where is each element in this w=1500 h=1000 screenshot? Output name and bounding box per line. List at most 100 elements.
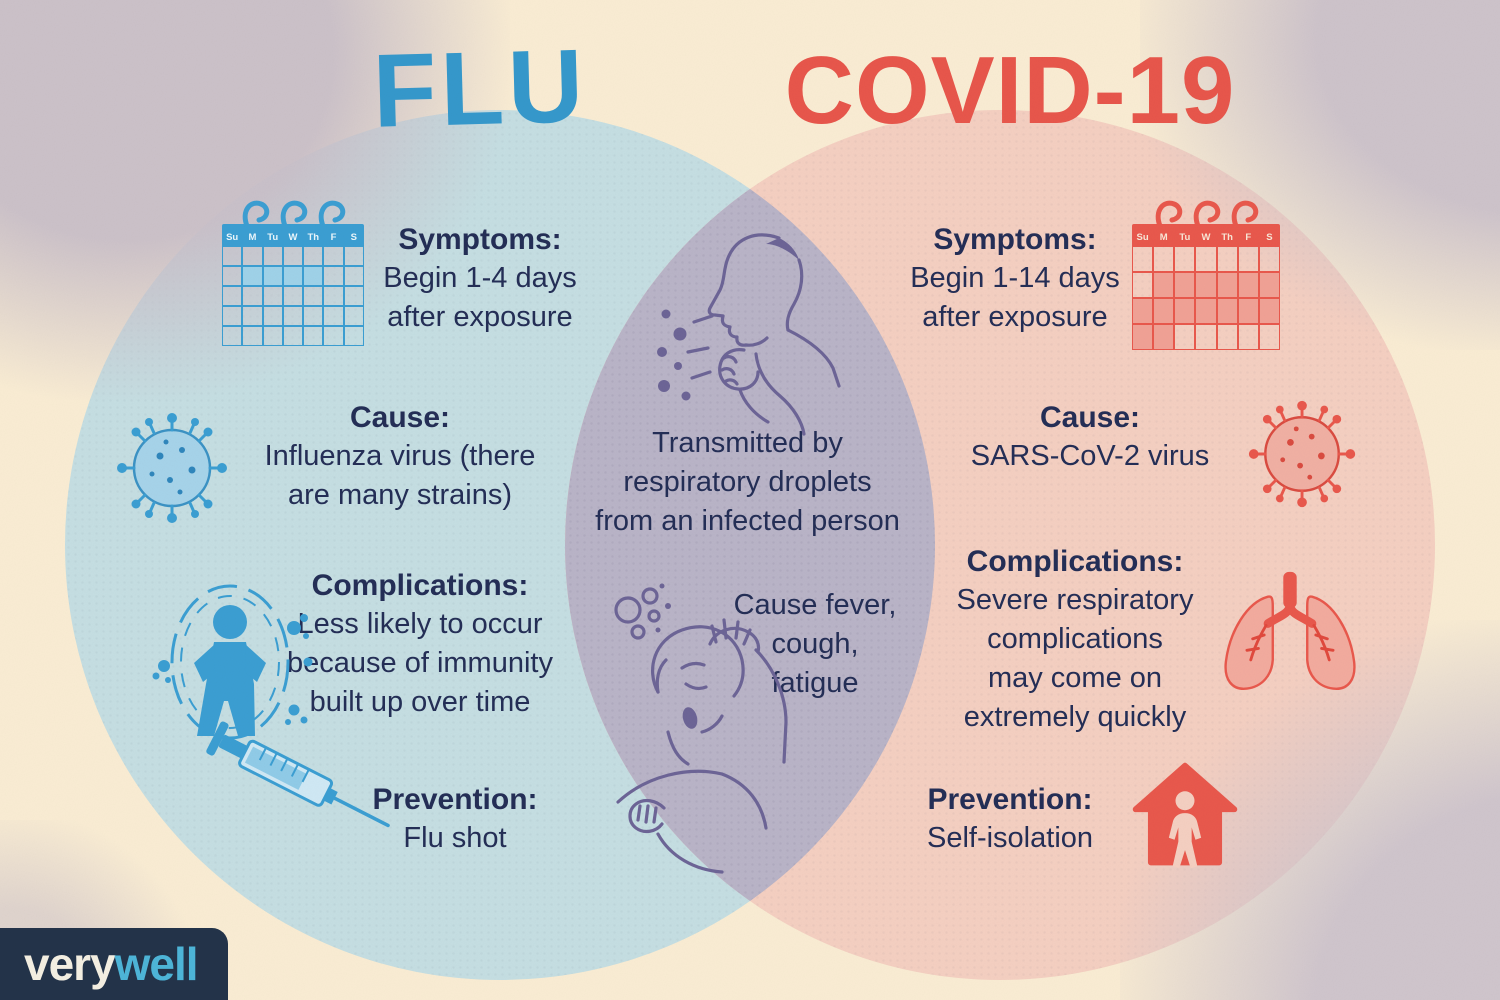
calendar-day [262, 326, 283, 346]
calendar-day [262, 306, 283, 326]
calendar-day [343, 286, 364, 306]
covid-complications-label: Complications: [966, 545, 1184, 578]
calendar-day [343, 326, 364, 346]
calendar-day [242, 306, 263, 326]
calendar-day-highlighted [1153, 272, 1175, 298]
calendar-day-highlighted [242, 266, 263, 286]
calendar-day [1174, 324, 1196, 350]
calendar-day-highlighted [262, 266, 283, 286]
calendar-day-highlighted [1258, 272, 1280, 298]
flu-symptoms-label: Symptoms: [398, 223, 562, 256]
calendar-day [262, 286, 283, 306]
calendar-day-highlighted [303, 266, 324, 286]
calendar-day-highlighted [1195, 298, 1217, 324]
calendar-day [1216, 324, 1238, 350]
calendar-day [222, 326, 243, 346]
calendar-day-label: Tu [1179, 232, 1191, 243]
covid-cause-label: Cause: [1039, 401, 1141, 434]
calendar-day [303, 246, 324, 266]
calendar-day [222, 306, 243, 326]
calendar-day [343, 246, 364, 266]
calendar-day-highlighted [1216, 298, 1238, 324]
flu-cause-block: Cause: Influenza virus (there are many s… [245, 398, 555, 515]
flu-title: FLU [371, 28, 589, 150]
calendar-day [242, 326, 263, 346]
calendar-day [1258, 324, 1280, 350]
covid-symptoms-block: Symptoms: Begin 1-14 days after exposure [865, 220, 1165, 337]
calendar-day-highlighted [1153, 324, 1175, 350]
logo-text-well: well [114, 938, 199, 990]
calendar-day-label: F [330, 232, 337, 243]
calendar-day [282, 246, 304, 266]
covid-cause-block: Cause: SARS-CoV-2 virus [935, 398, 1245, 476]
calendar-day [262, 246, 283, 266]
calendar-day [343, 266, 364, 286]
coughing-person-icon [657, 233, 841, 436]
calendar-day-highlighted [1132, 298, 1154, 324]
calendar-day-label: W [1201, 232, 1211, 243]
calendar-day [1132, 246, 1154, 272]
calendar-day [1237, 246, 1259, 272]
flu-cause-label: Cause: [349, 401, 451, 434]
calendar-day [1174, 246, 1196, 272]
covid-prevention-label: Prevention: [927, 783, 1093, 816]
calendar-day-label: Tu [267, 232, 279, 243]
calendar-day [1195, 324, 1217, 350]
calendar-day-highlighted [1237, 298, 1259, 324]
shared-transmission-block: Transmitted by respiratory droplets from… [595, 427, 900, 537]
calendar-day [282, 286, 304, 306]
calendar-day [1237, 324, 1259, 350]
calendar-day-highlighted [1258, 298, 1280, 324]
calendar-day [323, 266, 344, 286]
flu-calendar-icon: Su M Tu W Th F S [222, 198, 364, 346]
calendar-day-highlighted [1174, 272, 1196, 298]
verywell-logo: very well [0, 928, 228, 1000]
calendar-day [222, 286, 243, 306]
calendar-day-highlighted [1174, 298, 1196, 324]
logo-text-very: very [24, 938, 116, 990]
calendar-day [303, 306, 324, 326]
calendar-day [323, 286, 344, 306]
calendar-day-label: Su [1136, 232, 1149, 243]
covid-complications-block: Complications: Severe respiratory compli… [920, 542, 1230, 737]
covid-calendar-icon: Su M Tu W Th F S [1132, 198, 1280, 350]
covid-virus-icon [1248, 400, 1356, 508]
calendar-day [1216, 246, 1238, 272]
calendar-day-label: S [350, 232, 358, 243]
calendar-day [1132, 272, 1154, 298]
calendar-day [303, 326, 324, 346]
calendar-day-highlighted [282, 266, 304, 286]
calendar-day-label: M [248, 232, 257, 243]
calendar-day [303, 286, 324, 306]
flu-virus-icon [117, 413, 227, 523]
calendar-day-highlighted [1237, 272, 1259, 298]
flu-symptoms-block: Symptoms: Begin 1-4 days after exposure [330, 220, 630, 337]
calendar-day [242, 286, 263, 306]
sick-person-icon [614, 583, 788, 874]
calendar-day [1258, 246, 1280, 272]
calendar-day-label: S [1266, 232, 1273, 243]
covid-symptoms-label: Symptoms: [933, 223, 1097, 256]
calendar-day [323, 326, 344, 346]
calendar-day-label: Th [307, 232, 320, 243]
calendar-day [242, 246, 263, 266]
calendar-day-label: Su [226, 232, 239, 243]
calendar-day-label: W [288, 232, 298, 243]
calendar-day-highlighted [1195, 272, 1217, 298]
calendar-day-label: Th [1221, 232, 1233, 243]
covid-title: COVID-19 [784, 37, 1236, 144]
calendar-day [343, 306, 364, 326]
calendar-day [282, 326, 304, 346]
calendar-day-highlighted [1216, 272, 1238, 298]
calendar-day [282, 306, 304, 326]
calendar-day-label: M [1159, 232, 1168, 243]
house-isolation-icon [1132, 762, 1238, 869]
calendar-day-label: F [1245, 232, 1252, 243]
calendar-day [222, 246, 243, 266]
covid-prevention-block: Prevention: Self-isolation [860, 780, 1160, 858]
calendar-day-highlighted [1132, 324, 1154, 350]
lungs-icon [1224, 571, 1356, 690]
calendar-day-highlighted [1153, 298, 1175, 324]
calendar-day [1195, 246, 1217, 272]
